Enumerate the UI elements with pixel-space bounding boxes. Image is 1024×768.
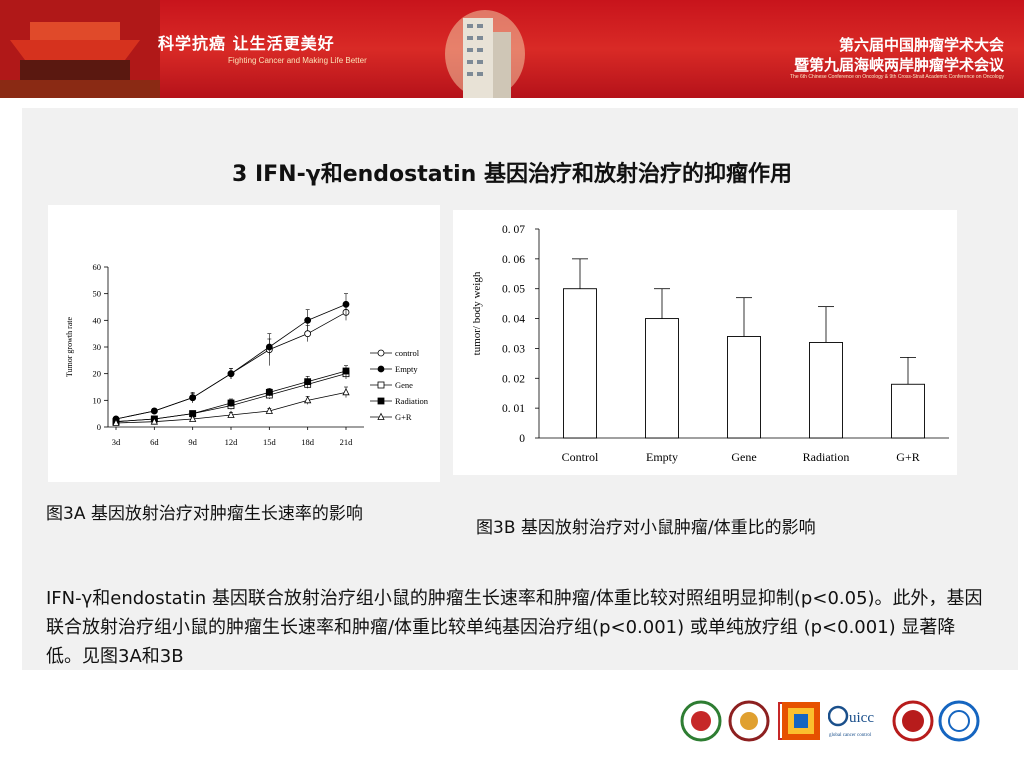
data-point-Empty	[342, 300, 350, 308]
y-tick-label-a: 20	[93, 369, 102, 379]
data-point-G+R	[227, 410, 235, 418]
x-tick-label-b: Empty	[646, 450, 678, 464]
y-tick-label-a: 50	[93, 289, 102, 299]
legend-marker-Radiation	[377, 397, 385, 405]
slogan-en: Fighting Cancer and Making Life Better	[228, 56, 367, 65]
data-point-Empty	[150, 407, 158, 415]
sponsor-logos: uicc global cancer control	[680, 700, 1010, 744]
y-tick-label-b: 0. 03	[502, 343, 525, 355]
x-tick-label-b: Control	[562, 450, 599, 464]
legend-label-Gene: Gene	[395, 380, 413, 390]
y-tick-label-a: 0	[97, 422, 101, 432]
data-point-Empty	[304, 316, 312, 324]
bar-Gene	[727, 336, 761, 439]
data-point-G+R	[304, 395, 312, 404]
result-paragraph: IFN-γ和endostatin 基因联合放射治疗组小鼠的肿瘤生长速率和肿瘤/体…	[46, 588, 983, 667]
y-tick-label-b: 0. 06	[502, 254, 525, 266]
hospital-building-image	[445, 10, 525, 98]
legend-marker-Empty	[377, 365, 385, 373]
y-tick-label-b: 0	[519, 433, 525, 445]
legend-label-G+R: G+R	[395, 412, 412, 422]
cae-logo	[782, 702, 820, 740]
data-point-Empty	[265, 343, 273, 351]
x-tick-label-a: 21d	[340, 437, 354, 447]
legend-marker-control	[377, 349, 385, 357]
x-tick-label-b: G+R	[896, 450, 919, 464]
y-tick-label-b: 0. 05	[502, 284, 525, 296]
conference-title-2: 暨第九届海峡两岸肿瘤学术会议	[793, 56, 1004, 74]
legend-marker-G+R	[377, 412, 385, 420]
data-point-G+R	[112, 418, 120, 426]
y-tick-label-b: 0. 04	[502, 314, 525, 326]
uicc-logo: uicc global cancer control	[828, 705, 874, 738]
slide-title: 3 IFN-γ和endostatin 基因治疗和放射治疗的抑瘤作用	[232, 162, 792, 187]
y-tick-label-a: 60	[93, 262, 102, 272]
uicc-logo-text: uicc	[849, 710, 874, 726]
x-tick-label-a: 15d	[263, 437, 277, 447]
data-point-control	[304, 330, 312, 338]
caption-figure-3b: 图3B 基因放射治疗对小鼠肿瘤/体重比的影响	[476, 518, 816, 538]
data-point-G+R	[150, 417, 158, 425]
y-axis-label-b: tumor/ body weigh	[471, 271, 483, 355]
chart-panel-b: 0 0. 01 0. 02 0. 03 0. 04 0. 05 0. 06 0. 07 tumo…	[453, 210, 957, 475]
bar-Control	[563, 288, 597, 439]
data-point-Radiation	[265, 388, 273, 396]
y-tick-label-a: 40	[93, 315, 102, 325]
y-tick-label-a: 30	[93, 342, 102, 352]
expo-pavilion-image	[0, 0, 160, 98]
y-tick-label-b: 0. 07	[502, 224, 525, 236]
header-banner: 科学抗癌 让生活更美好 Fighting Cancer and Making L…	[0, 0, 1024, 98]
x-tick-label-b: Radiation	[803, 450, 850, 464]
bar-Radiation	[809, 342, 843, 439]
x-tick-label-a: 9d	[188, 437, 197, 447]
x-tick-label-a: 3d	[112, 437, 121, 447]
bar-chart-tumor-weight: 0 0. 01 0. 02 0. 03 0. 04 0. 05 0. 06 0. 07 tumo…	[471, 224, 949, 464]
data-point-G+R	[265, 406, 273, 414]
data-point-Empty	[227, 370, 235, 378]
chart-panel-a: 0 10 20 30 40 50 60 3d 6d 9d 12d 15d 18d 21d Tumor gro…	[48, 205, 440, 482]
data-point-Radiation	[227, 399, 235, 407]
association-logo	[728, 700, 770, 742]
x-tick-label-a: 6d	[150, 437, 159, 447]
y-tick-label-b: 0. 02	[502, 373, 525, 385]
y-tick-label-b: 0. 01	[502, 403, 525, 415]
y-tick-label-a: 10	[93, 395, 102, 405]
slogan-cn: 科学抗癌 让生活更美好	[158, 34, 335, 53]
x-tick-label-b: Gene	[731, 450, 756, 464]
x-tick-label-a: 18d	[301, 437, 315, 447]
data-point-Radiation	[342, 367, 350, 375]
bar-G+R	[891, 383, 925, 439]
legend-label-Radiation: Radiation	[395, 396, 429, 406]
institute-logo	[938, 700, 980, 742]
hospital-logo	[680, 700, 722, 742]
uicc-logo-subtext: global cancer control	[829, 733, 872, 738]
conference-title-1: 第六届中国肿瘤学术大会	[838, 36, 1004, 54]
x-tick-label-a: 12d	[225, 437, 239, 447]
y-axis-label-a: Tumor growth rate	[65, 316, 74, 377]
data-point-Radiation	[304, 378, 312, 386]
legend-label-Empty: Empty	[395, 364, 418, 374]
data-point-G+R	[342, 387, 350, 396]
bar-Empty	[645, 318, 679, 439]
legend-marker-Gene	[377, 381, 385, 389]
legend-label-control: control	[395, 348, 420, 358]
data-point-Empty	[189, 394, 197, 402]
caption-figure-3a: 图3A 基因放射治疗对肿瘤生长速率的影响	[46, 504, 363, 524]
conference-title-en: The 6th Chinese Conference on Oncology &…	[789, 74, 1004, 80]
university-logo	[892, 700, 934, 742]
line-chart-tumor-growth: 0 10 20 30 40 50 60 3d 6d 9d 12d 15d 18d 21d Tumor gro…	[65, 262, 429, 447]
data-point-G+R	[189, 414, 197, 422]
